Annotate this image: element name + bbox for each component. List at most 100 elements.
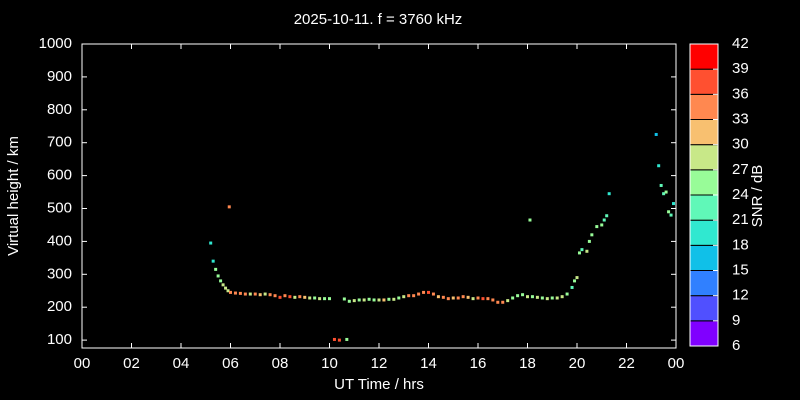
data-point <box>422 290 426 294</box>
data-point <box>337 338 341 342</box>
data-point <box>573 279 577 283</box>
data-point <box>491 298 495 302</box>
data-point <box>209 241 213 245</box>
y-tick-label: 900 <box>47 68 72 85</box>
data-point <box>446 297 450 301</box>
data-point <box>243 292 247 296</box>
data-point <box>427 290 430 294</box>
data-point <box>555 296 559 300</box>
data-point <box>357 298 361 302</box>
colorbar-tick-label: 21 <box>732 211 749 228</box>
x-tick-label: 12 <box>371 355 388 372</box>
data-point <box>402 295 406 299</box>
data-point <box>516 294 520 298</box>
data-point <box>528 218 532 222</box>
data-point <box>565 292 569 296</box>
data-point <box>540 296 544 300</box>
data-point <box>263 292 267 296</box>
data-point <box>436 295 440 299</box>
y-tick-label: 500 <box>47 199 72 216</box>
data-point <box>227 205 231 209</box>
data-point <box>662 192 666 196</box>
data-point <box>659 183 663 187</box>
colorbar-tick-label: 24 <box>732 186 749 203</box>
x-tick-label: 06 <box>222 355 239 372</box>
chart-title: 2025-10-11. f = 3760 kHz <box>294 11 463 28</box>
data-point <box>352 299 356 303</box>
y-tick-label: 100 <box>47 331 72 348</box>
data-point <box>345 337 349 341</box>
data-point <box>466 295 470 299</box>
colorbar-tick-label: 12 <box>732 287 749 304</box>
data-point <box>229 290 232 294</box>
data-point <box>664 190 668 194</box>
y-tick-label: 700 <box>47 134 72 151</box>
data-point <box>342 297 346 301</box>
x-tick-label: 14 <box>420 355 437 372</box>
data-point <box>607 192 611 196</box>
data-point <box>387 297 391 301</box>
data-point <box>392 297 396 301</box>
data-point <box>590 233 594 237</box>
data-point <box>535 295 539 299</box>
data-point <box>278 295 282 299</box>
colorbar-bin <box>689 43 719 70</box>
data-point <box>298 295 302 299</box>
data-point <box>667 210 671 214</box>
colorbar-label: SNR / dB <box>749 165 766 228</box>
colorbar-bin <box>689 295 719 322</box>
data-point <box>530 295 534 299</box>
colorbar-tick-label: 39 <box>732 60 749 77</box>
data-point <box>407 294 411 298</box>
data-point <box>211 259 215 263</box>
colorbar-tick-label: 15 <box>732 261 749 278</box>
data-point <box>456 296 460 300</box>
y-tick-label: 800 <box>47 101 72 118</box>
data-point <box>486 297 490 301</box>
x-tick-label: 02 <box>123 355 140 372</box>
data-point <box>511 296 515 300</box>
data-point <box>328 297 331 301</box>
data-point <box>347 299 351 303</box>
x-tick-label: 22 <box>618 355 635 372</box>
x-axis-label: UT Time / hrs <box>334 376 424 393</box>
x-tick-label: 08 <box>272 355 289 372</box>
x-tick-label: 18 <box>519 355 536 372</box>
colorbar-tick-label: 30 <box>732 136 749 153</box>
y-tick-label: 200 <box>47 298 72 315</box>
data-point <box>308 296 312 300</box>
data-point <box>600 223 604 227</box>
data-point <box>283 294 287 298</box>
data-point <box>672 202 676 206</box>
data-point <box>580 248 584 252</box>
colorbar-tick-label: 36 <box>732 85 749 102</box>
colorbar-bin <box>689 270 719 297</box>
colorbar-tick-label: 33 <box>732 110 749 127</box>
x-tick-label: 00 <box>74 355 91 372</box>
data-point <box>481 297 485 301</box>
data-point <box>605 214 609 218</box>
colorbar-bin <box>689 320 719 347</box>
y-tick-label: 1000 <box>39 35 72 52</box>
data-point <box>451 296 455 300</box>
data-point <box>268 293 272 297</box>
data-point <box>506 299 510 303</box>
data-point <box>461 295 465 299</box>
data-point <box>412 294 416 298</box>
data-point <box>214 267 218 271</box>
data-point <box>521 293 525 297</box>
colorbar-bin <box>689 93 719 121</box>
data-point <box>476 296 480 300</box>
data-point <box>560 295 564 299</box>
data-point <box>545 297 549 301</box>
data-point <box>219 279 223 283</box>
data-point <box>273 294 277 298</box>
x-tick-label: 16 <box>470 355 487 372</box>
data-point <box>293 295 297 299</box>
data-point <box>318 297 322 301</box>
data-point <box>595 225 599 229</box>
data-point <box>496 300 500 304</box>
colorbar-bin <box>689 194 719 221</box>
